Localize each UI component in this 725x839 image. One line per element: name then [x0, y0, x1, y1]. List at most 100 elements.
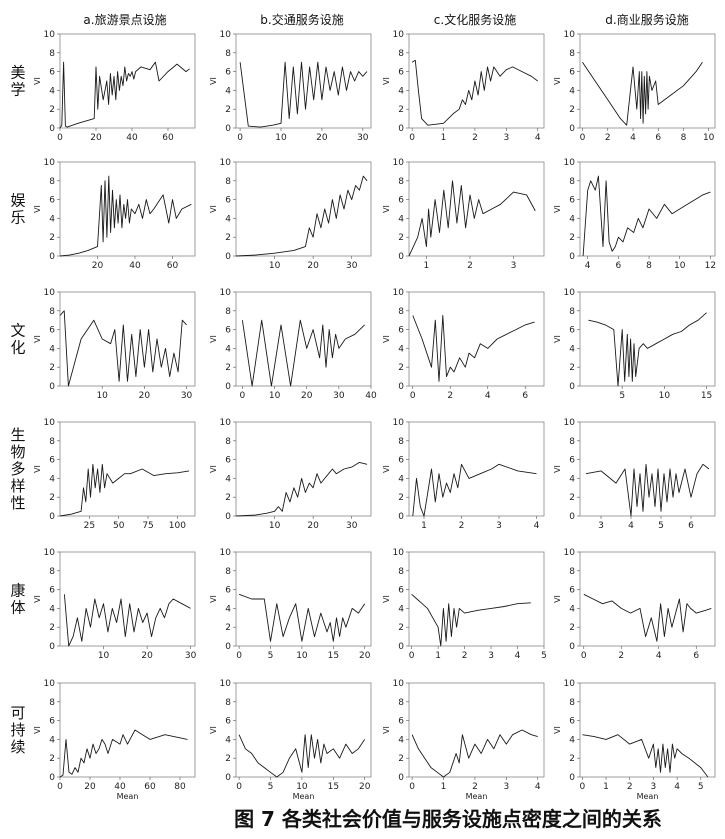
panel-4-2: 0 2 4 6 8 10 VI 0 1 2 3 4 5: [382, 548, 547, 661]
y-tick-label: 0: [225, 124, 231, 134]
y-axis-label: VI: [209, 595, 218, 603]
y-tick-label: 10: [564, 30, 576, 40]
panel-1-1: 0 2 4 6 8 10 VI 10 20 30: [209, 158, 372, 271]
y-tick-label: 6: [398, 717, 404, 727]
y-tick-label: 6: [569, 456, 575, 466]
x-tick-label: 6: [522, 391, 528, 401]
y-tick-label: 8: [569, 698, 575, 708]
panel-5-0: 0 2 4 6 8 10 VI 0 20 40 60 80 Mean: [33, 679, 196, 801]
x-tick-label: 2: [447, 391, 453, 401]
x-tick-label: 0: [57, 133, 63, 143]
x-tick-label: 0: [580, 133, 586, 143]
x-tick-label: 4: [535, 782, 541, 792]
x-tick-label: 80: [174, 782, 186, 792]
x-tick-label: 20: [307, 521, 319, 531]
x-tick-label: 30: [333, 391, 345, 401]
panel-frame: [579, 421, 716, 517]
panel-frame: [235, 421, 372, 517]
y-tick-label: 10: [44, 288, 56, 298]
y-tick-label: 0: [569, 512, 575, 522]
y-tick-label: 8: [225, 307, 231, 317]
x-tick-label: 3: [598, 521, 604, 531]
y-tick-label: 2: [569, 754, 575, 764]
y-axis-label: VI: [33, 726, 42, 734]
x-axis-label: Mean: [117, 792, 139, 801]
y-tick-label: 8: [49, 437, 55, 447]
y-tick-label: 0: [225, 382, 231, 392]
y-tick-label: 6: [225, 326, 231, 336]
y-tick-label: 8: [49, 307, 55, 317]
x-tick-label: 0: [236, 782, 242, 792]
row-label-5: 可持续: [10, 704, 25, 756]
series-line: [241, 319, 365, 387]
row-label-2: 文化: [10, 322, 25, 357]
x-tick-label: 60: [162, 133, 174, 143]
y-tick-label: 0: [225, 773, 231, 783]
y-tick-label: 6: [569, 717, 575, 727]
panel-3-1: 0 2 4 6 8 10 VI 10 20 30: [209, 418, 372, 531]
y-tick-label: 8: [225, 177, 231, 187]
y-tick-label: 0: [49, 252, 55, 262]
panel-frame: [235, 551, 372, 647]
y-tick-label: 2: [398, 233, 404, 243]
panel-frame: [59, 682, 196, 778]
y-tick-label: 4: [398, 474, 404, 484]
y-tick-label: 2: [569, 493, 575, 503]
y-axis-label: VI: [553, 726, 562, 734]
y-tick-label: 2: [225, 363, 231, 373]
y-tick-label: 6: [49, 326, 55, 336]
y-tick-label: 8: [49, 567, 55, 577]
y-tick-label: 10: [564, 288, 576, 298]
x-tick-label: 4: [674, 782, 680, 792]
x-axis-label: Mean: [293, 792, 315, 801]
x-tick-label: 20: [139, 391, 151, 401]
panel-0-1: 0 2 4 6 8 10 VI 0 10 20 30: [209, 30, 372, 143]
panel-frame: [59, 551, 196, 647]
y-tick-label: 10: [44, 548, 56, 558]
y-tick-label: 10: [564, 418, 576, 428]
y-tick-label: 6: [49, 717, 55, 727]
y-tick-label: 4: [225, 604, 231, 614]
x-tick-label: 10: [674, 261, 686, 271]
x-tick-label: 40: [114, 782, 126, 792]
y-tick-label: 8: [569, 567, 575, 577]
x-tick-label: 20: [359, 782, 371, 792]
series-line: [235, 175, 368, 257]
x-tick-label: 6: [688, 521, 694, 531]
y-tick-label: 6: [225, 456, 231, 466]
y-axis-label: VI: [553, 335, 562, 343]
x-tick-label: 1: [603, 782, 609, 792]
panel-5-2: 0 2 4 6 8 10 VI 0 1 2 3 4 Mean: [382, 679, 545, 801]
x-tick-label: 75: [142, 521, 153, 531]
y-tick-label: 10: [220, 158, 232, 168]
y-axis-label: VI: [209, 77, 218, 85]
y-axis-label: VI: [209, 726, 218, 734]
y-tick-label: 6: [225, 717, 231, 727]
y-tick-label: 4: [225, 86, 231, 96]
y-tick-label: 10: [220, 548, 232, 558]
y-tick-label: 2: [225, 493, 231, 503]
x-tick-label: 4: [630, 133, 636, 143]
y-tick-label: 0: [49, 512, 55, 522]
x-tick-label: 10: [703, 133, 715, 143]
x-tick-label: 10: [269, 391, 281, 401]
y-tick-label: 2: [49, 105, 55, 115]
series-line: [582, 61, 703, 126]
panel-frame: [235, 33, 372, 129]
y-tick-label: 6: [49, 68, 55, 78]
series-line: [411, 729, 538, 778]
panel-0-0: 0 2 4 6 8 10 VI 0 20 40 60: [33, 30, 196, 143]
y-tick-label: 6: [49, 456, 55, 466]
row-label-3: 生物多样性: [10, 426, 25, 512]
x-tick-label: 20: [141, 651, 153, 661]
y-axis-label: VI: [553, 595, 562, 603]
y-tick-label: 0: [225, 642, 231, 652]
x-tick-label: 12: [705, 261, 716, 271]
x-tick-label: 20: [84, 782, 96, 792]
row-label-4: 康体: [10, 582, 25, 617]
y-tick-label: 8: [569, 177, 575, 187]
x-tick-label: 60: [167, 261, 179, 271]
y-tick-label: 0: [569, 382, 575, 392]
x-tick-label: 2: [472, 782, 478, 792]
x-tick-label: 3: [503, 782, 509, 792]
